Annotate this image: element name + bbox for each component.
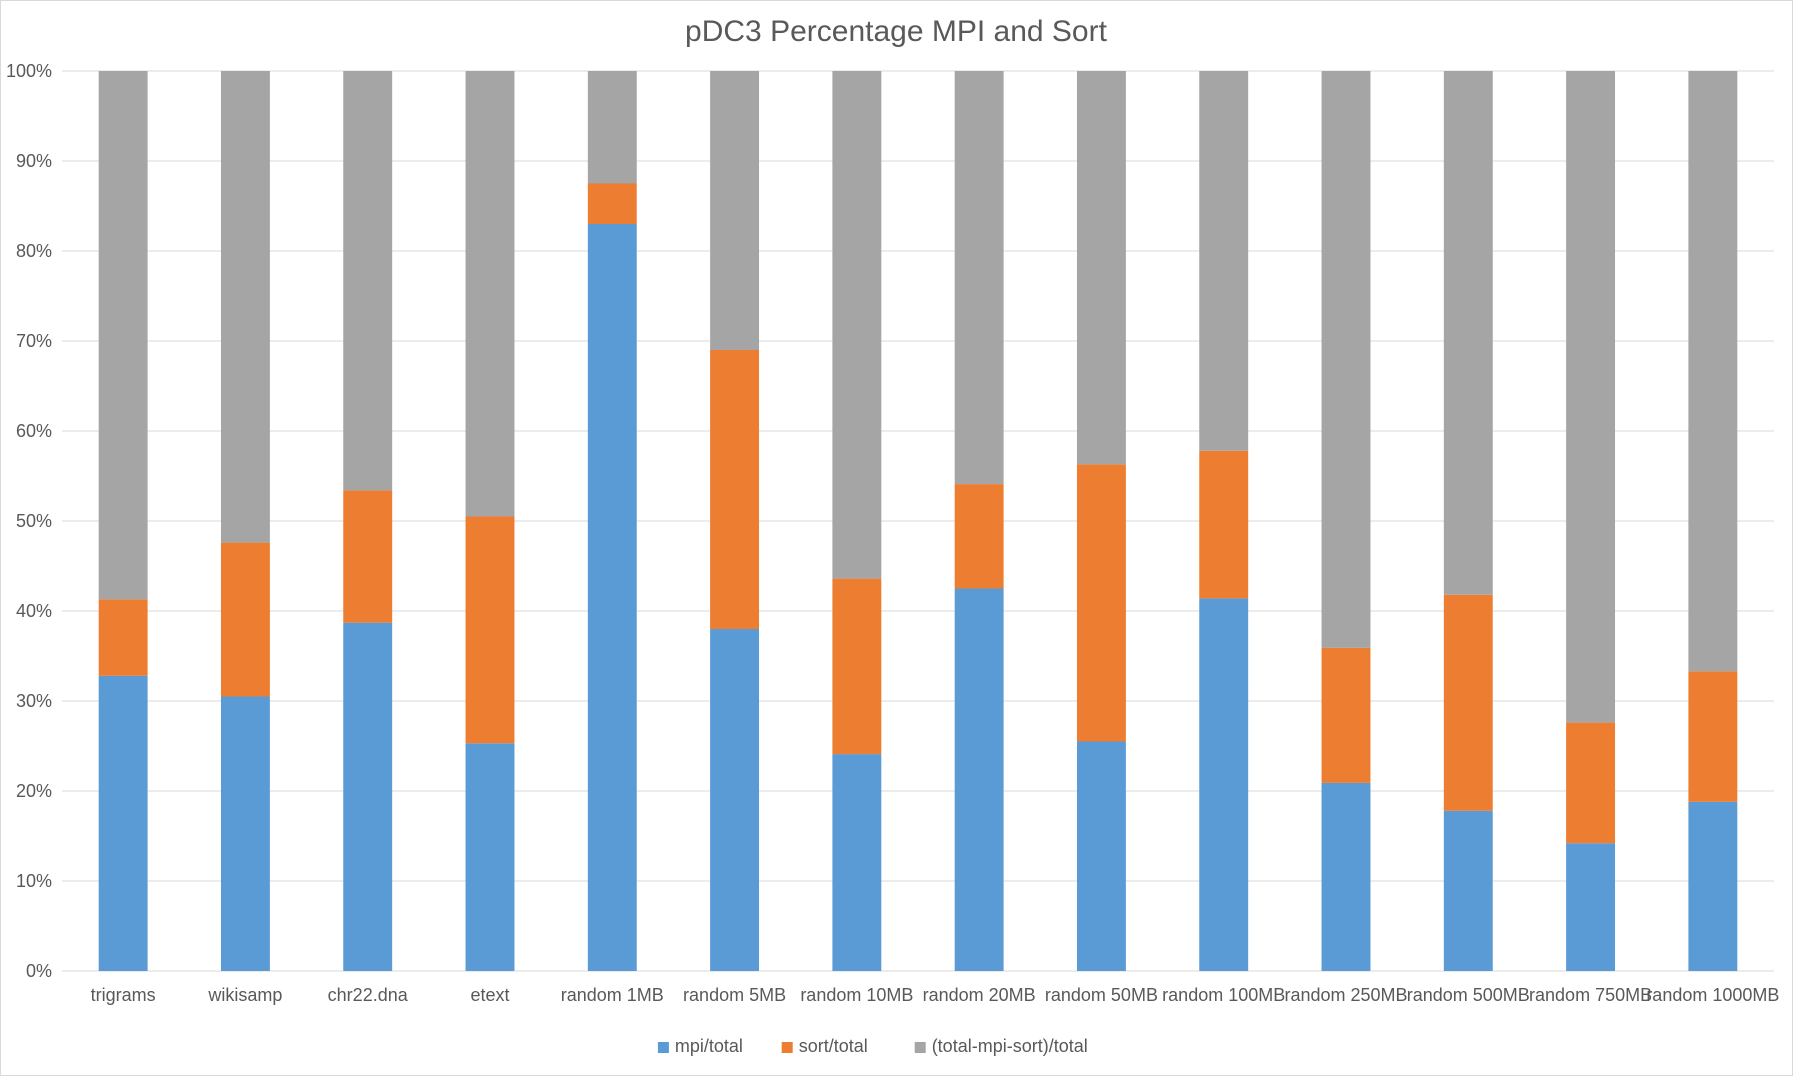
- bar-segment-0-4: [587, 224, 637, 971]
- bar-segment-2-0: [98, 71, 148, 600]
- bar-segment-0-6: [832, 754, 882, 971]
- bar-segment-1-5: [710, 350, 760, 629]
- x-tick-label-4: random 1MB: [561, 985, 664, 1005]
- legend-swatch-1: [781, 1042, 793, 1053]
- legend: mpi/total sort/total (total-mpi-sort)/tota…: [657, 1036, 1088, 1056]
- x-tick-label-1: wikisamp: [207, 985, 282, 1005]
- bar-segment-1-10: [1321, 647, 1371, 783]
- bar-segment-0-3: [465, 743, 515, 971]
- bar-segment-1-11: [1443, 594, 1493, 811]
- bars: [98, 71, 1738, 971]
- bar-segment-1-12: [1566, 722, 1616, 844]
- bar-segment-0-2: [343, 622, 393, 971]
- bar-segment-2-5: [710, 71, 760, 350]
- bar-segment-2-4: [587, 71, 637, 184]
- legend-swatch-0: [657, 1042, 669, 1053]
- chart-title: pDC3 Percentage MPI and Sort: [685, 15, 1108, 48]
- x-tick-label-13: random 1000MB: [1646, 985, 1779, 1005]
- legend-swatch-2: [914, 1042, 926, 1053]
- bar-segment-2-11: [1443, 71, 1493, 595]
- y-tick-label-8: 80%: [16, 241, 52, 261]
- x-tick-label-11: random 500MB: [1407, 985, 1530, 1005]
- bar-segment-2-12: [1566, 71, 1616, 723]
- legend-label-0: mpi/total: [675, 1036, 743, 1056]
- x-tick-label-7: random 20MB: [923, 985, 1036, 1005]
- bar-segment-0-9: [1199, 598, 1249, 971]
- x-tick-label-2: chr22.dna: [328, 985, 409, 1005]
- y-axis-tick-labels: 0% 10% 20% 30% 40% 50% 60% 70% 80% 90% 100%: [6, 61, 52, 981]
- bar-segment-1-7: [954, 484, 1004, 589]
- x-tick-label-3: etext: [470, 985, 509, 1005]
- bar-segment-0-11: [1443, 810, 1493, 971]
- bar-segment-2-8: [1076, 71, 1126, 465]
- legend-label-1: sort/total: [799, 1036, 868, 1056]
- bar-segment-2-6: [832, 71, 882, 579]
- bar-segment-0-10: [1321, 782, 1371, 971]
- x-tick-label-0: trigrams: [91, 985, 156, 1005]
- y-tick-label-4: 40%: [16, 601, 52, 621]
- bar-segment-0-0: [98, 675, 148, 971]
- x-tick-label-10: random 250MB: [1284, 985, 1407, 1005]
- bar-segment-2-10: [1321, 71, 1371, 648]
- x-tick-label-12: random 750MB: [1529, 985, 1652, 1005]
- bar-segment-2-9: [1199, 71, 1249, 451]
- bar-segment-2-1: [220, 71, 270, 543]
- y-tick-label-10: 100%: [6, 61, 52, 81]
- x-tick-label-8: random 50MB: [1045, 985, 1158, 1005]
- bar-segment-2-13: [1688, 71, 1738, 672]
- y-tick-label-0: 0%: [26, 961, 52, 981]
- y-tick-label-2: 20%: [16, 781, 52, 801]
- bar-segment-1-8: [1076, 464, 1126, 742]
- bar-segment-0-1: [220, 696, 270, 971]
- bar-segment-1-6: [832, 578, 882, 755]
- bar-segment-2-2: [343, 71, 393, 491]
- bar-segment-1-0: [98, 599, 148, 676]
- bar-segment-0-7: [954, 588, 1004, 971]
- bar-segment-0-5: [710, 629, 760, 971]
- y-tick-label-5: 50%: [16, 511, 52, 531]
- x-tick-label-5: random 5MB: [683, 985, 786, 1005]
- bar-segment-1-13: [1688, 671, 1738, 802]
- bar-segment-1-2: [343, 490, 393, 623]
- gridlines: [62, 70, 1774, 972]
- bar-segment-0-12: [1566, 843, 1616, 971]
- bar-segment-2-3: [465, 71, 515, 517]
- bar-segment-1-9: [1199, 450, 1249, 599]
- y-tick-label-1: 10%: [16, 871, 52, 891]
- y-tick-label-3: 30%: [16, 691, 52, 711]
- bar-segment-2-7: [954, 71, 1004, 485]
- y-tick-label-9: 90%: [16, 151, 52, 171]
- y-tick-label-7: 70%: [16, 331, 52, 351]
- x-tick-label-9: random 100MB: [1162, 985, 1285, 1005]
- bar-segment-1-4: [587, 183, 637, 224]
- bar-segment-0-13: [1688, 801, 1738, 971]
- x-tick-label-6: random 10MB: [800, 985, 913, 1005]
- legend-label-2: (total-mpi-sort)/total: [932, 1036, 1088, 1056]
- bar-segment-1-1: [220, 542, 270, 697]
- x-axis-tick-labels: trigrams wikisamp chr22.dna etext random 1MB…: [91, 985, 1780, 1005]
- y-tick-label-6: 60%: [16, 421, 52, 441]
- bar-segment-0-8: [1076, 741, 1126, 971]
- bar-segment-1-3: [465, 516, 515, 744]
